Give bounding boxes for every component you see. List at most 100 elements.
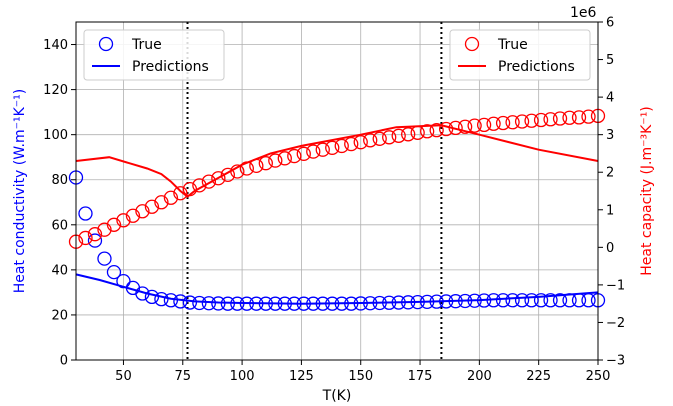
data-point bbox=[344, 136, 359, 152]
data-point bbox=[505, 293, 520, 308]
x-axis: 50 75 100 125 150 175 200 225 250 bbox=[115, 360, 610, 384]
data-point bbox=[78, 206, 93, 221]
data-point bbox=[524, 113, 539, 128]
data-point bbox=[220, 167, 236, 183]
data-point bbox=[97, 222, 112, 237]
data-point bbox=[106, 217, 122, 232]
data-point bbox=[116, 213, 131, 228]
legend-label: True bbox=[497, 37, 528, 53]
data-point bbox=[495, 115, 511, 131]
data-point bbox=[401, 127, 416, 142]
right-y-tick-label: −3 bbox=[606, 354, 625, 369]
right-y-tick-label: 6 bbox=[606, 16, 614, 31]
legend-right: True Predictions bbox=[449, 29, 591, 81]
data-point bbox=[382, 130, 397, 145]
plot-frame bbox=[75, 21, 599, 361]
x-tick-label: 100 bbox=[230, 369, 255, 384]
data-point bbox=[505, 115, 520, 130]
data-point bbox=[533, 112, 549, 128]
right-y-tick-label: −1 bbox=[606, 278, 625, 293]
data-point bbox=[78, 230, 93, 246]
legend-box bbox=[449, 29, 591, 81]
data-point bbox=[125, 208, 141, 223]
x-tick-label: 50 bbox=[115, 369, 132, 384]
x-tick-label: 250 bbox=[586, 369, 611, 384]
data-point bbox=[571, 110, 587, 125]
data-point bbox=[429, 123, 444, 138]
data-point bbox=[524, 293, 539, 308]
data-point bbox=[543, 293, 558, 308]
x-tick-label: 200 bbox=[467, 369, 492, 384]
data-point bbox=[296, 146, 311, 161]
data-point bbox=[182, 295, 198, 310]
left-y-tick-label: 40 bbox=[51, 263, 68, 278]
legend-marker bbox=[464, 36, 480, 52]
data-point bbox=[277, 151, 292, 166]
right-y-tick-label: 5 bbox=[606, 53, 614, 68]
data-point bbox=[87, 227, 103, 242]
right-y-tick-label: 1 bbox=[606, 203, 614, 218]
x-tick-label: 225 bbox=[526, 369, 551, 384]
conductivity-prediction-series bbox=[75, 273, 599, 305]
series-layer bbox=[68, 108, 606, 311]
data-point bbox=[287, 148, 302, 164]
data-point bbox=[495, 293, 511, 308]
right-y-axis-label: Heat capacity (J.m⁻³K⁻¹) bbox=[639, 106, 655, 276]
data-point bbox=[543, 112, 558, 127]
data-point bbox=[192, 295, 207, 311]
data-point bbox=[325, 140, 340, 155]
data-point bbox=[87, 233, 103, 248]
data-point bbox=[144, 199, 160, 214]
conductivity-true-series bbox=[68, 170, 606, 311]
data-point bbox=[420, 124, 435, 139]
x-axis-label: T(K) bbox=[322, 388, 352, 404]
data-point bbox=[258, 156, 273, 171]
legend-box bbox=[83, 29, 225, 81]
data-point bbox=[391, 128, 406, 143]
right-axis-offset-text: 1e6 bbox=[570, 5, 597, 21]
capacity-prediction-series bbox=[75, 124, 599, 198]
right-y-axis: −3 −2 −1 0 1 2 3 4 5 6 bbox=[598, 16, 625, 369]
data-point bbox=[363, 133, 378, 148]
data-point bbox=[486, 116, 501, 131]
legend-left: True Predictions bbox=[83, 29, 225, 81]
x-tick-label: 150 bbox=[348, 369, 373, 384]
left-y-tick-label: 60 bbox=[51, 218, 68, 233]
legend-label: Predictions bbox=[132, 59, 209, 75]
data-point bbox=[514, 114, 530, 129]
left-y-tick-label: 100 bbox=[43, 128, 68, 143]
data-point bbox=[315, 142, 330, 157]
data-point bbox=[334, 138, 349, 154]
data-point bbox=[201, 174, 217, 189]
data-point bbox=[514, 293, 530, 308]
legend-label: Predictions bbox=[498, 59, 575, 75]
data-point bbox=[306, 144, 321, 159]
data-point bbox=[562, 110, 577, 125]
series-line bbox=[75, 273, 599, 305]
data-point bbox=[581, 109, 596, 124]
legend-label: True bbox=[131, 37, 162, 53]
left-y-tick-label: 140 bbox=[43, 38, 68, 53]
grid-lines bbox=[76, 22, 599, 361]
x-tick-label: 125 bbox=[289, 369, 314, 384]
x-tick-label: 75 bbox=[174, 369, 191, 384]
left-y-axis: 0 20 40 60 80 100 120 140 bbox=[43, 38, 76, 369]
capacity-true-series bbox=[68, 108, 606, 249]
series-line bbox=[75, 124, 599, 198]
legend-marker bbox=[98, 36, 114, 52]
data-point bbox=[533, 293, 549, 308]
left-y-tick-label: 80 bbox=[51, 173, 68, 188]
data-point bbox=[163, 190, 179, 205]
x-tick-label: 175 bbox=[408, 369, 433, 384]
right-y-tick-label: −2 bbox=[606, 316, 625, 331]
data-point bbox=[372, 131, 387, 146]
data-point bbox=[106, 264, 122, 280]
data-point bbox=[268, 153, 283, 168]
data-point bbox=[467, 118, 482, 133]
data-point bbox=[211, 171, 226, 186]
data-point bbox=[552, 111, 568, 126]
right-y-tick-label: 0 bbox=[606, 241, 614, 256]
data-point bbox=[154, 292, 169, 307]
data-point bbox=[135, 204, 150, 219]
